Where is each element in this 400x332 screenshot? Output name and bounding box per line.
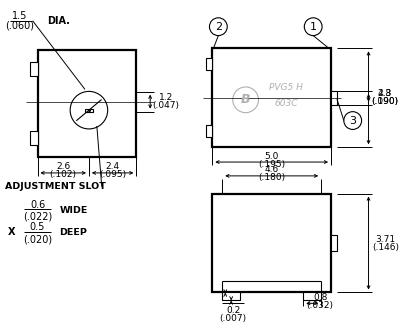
Bar: [30, 131, 38, 145]
Circle shape: [233, 87, 258, 113]
Text: 1.2: 1.2: [159, 93, 173, 102]
Text: 1.5: 1.5: [12, 11, 28, 21]
Bar: [38, 50, 136, 157]
Text: (.095): (.095): [99, 170, 126, 179]
Bar: [206, 58, 212, 70]
Text: 4.8: 4.8: [377, 89, 392, 98]
Text: (.190): (.190): [371, 97, 398, 106]
Circle shape: [304, 18, 322, 36]
Bar: [212, 194, 331, 292]
Text: 2.3: 2.3: [377, 89, 392, 98]
Text: (.047): (.047): [152, 101, 180, 110]
Text: 0.5: 0.5: [30, 222, 45, 232]
Circle shape: [344, 112, 362, 129]
Text: (.032): (.032): [307, 301, 334, 310]
Text: (.020): (.020): [23, 234, 52, 244]
Text: 0.6: 0.6: [30, 200, 45, 209]
Bar: [206, 125, 212, 137]
Text: 0.8: 0.8: [313, 293, 327, 302]
Text: DIA.: DIA.: [48, 16, 70, 26]
Text: B: B: [241, 93, 250, 106]
Circle shape: [70, 91, 108, 129]
Bar: [331, 235, 337, 251]
Text: 1: 1: [310, 22, 317, 32]
Bar: [85, 109, 93, 112]
Text: 4.6: 4.6: [264, 165, 279, 174]
Text: 5.0: 5.0: [264, 152, 279, 161]
Text: PVG5 H: PVG5 H: [269, 83, 303, 92]
Text: (.022): (.022): [23, 211, 52, 221]
Bar: [331, 91, 337, 105]
Text: 603C: 603C: [274, 99, 298, 108]
Circle shape: [210, 18, 227, 36]
Text: (.090): (.090): [371, 97, 398, 106]
Text: ADJUSTMENT SLOT: ADJUSTMENT SLOT: [5, 182, 106, 191]
Text: 2.4: 2.4: [106, 162, 120, 172]
Text: WIDE: WIDE: [59, 206, 88, 215]
Text: (.195): (.195): [258, 159, 285, 169]
Bar: [212, 48, 331, 147]
Bar: [303, 292, 321, 300]
Bar: [222, 292, 240, 300]
Text: 2.6: 2.6: [56, 162, 70, 172]
Text: 3: 3: [349, 116, 356, 125]
Text: 0.2: 0.2: [226, 306, 240, 315]
Text: 2: 2: [215, 22, 222, 32]
Text: (.146): (.146): [372, 242, 399, 252]
Text: DEEP: DEEP: [59, 228, 87, 237]
Text: 3.71: 3.71: [375, 235, 395, 244]
Bar: [30, 62, 38, 76]
Text: (.060): (.060): [5, 21, 34, 31]
Text: (.102): (.102): [50, 170, 77, 179]
Text: (.180): (.180): [258, 173, 285, 182]
Text: X: X: [8, 227, 16, 237]
Text: (.007): (.007): [220, 314, 247, 323]
